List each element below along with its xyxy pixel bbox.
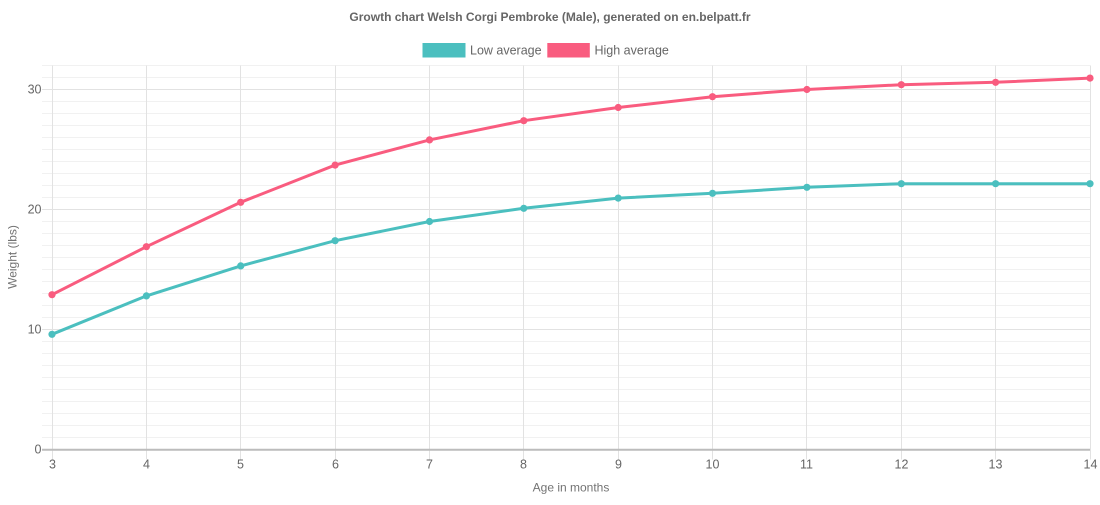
svg-text:3: 3 (49, 458, 56, 472)
svg-text:14: 14 (1084, 458, 1098, 472)
svg-text:0: 0 (35, 443, 42, 457)
svg-text:30: 30 (28, 83, 42, 97)
svg-text:9: 9 (615, 458, 622, 472)
svg-text:11: 11 (800, 458, 813, 472)
svg-text:4: 4 (143, 458, 150, 472)
svg-text:5: 5 (237, 458, 244, 472)
svg-text:10: 10 (28, 323, 42, 337)
svg-text:6: 6 (332, 458, 339, 472)
svg-text:20: 20 (28, 203, 42, 217)
svg-text:7: 7 (426, 458, 433, 472)
svg-text:Age in months: Age in months (533, 481, 610, 495)
svg-text:High average: High average (595, 44, 669, 58)
svg-text:Growth chart Welsh Corgi Pembr: Growth chart Welsh Corgi Pembroke (Male)… (349, 10, 751, 24)
svg-text:10: 10 (706, 458, 720, 472)
svg-text:13: 13 (989, 458, 1003, 472)
svg-text:8: 8 (520, 458, 527, 472)
svg-text:Low average: Low average (470, 44, 542, 58)
svg-text:Weight (lbs): Weight (lbs) (6, 225, 20, 289)
svg-text:12: 12 (895, 458, 909, 472)
